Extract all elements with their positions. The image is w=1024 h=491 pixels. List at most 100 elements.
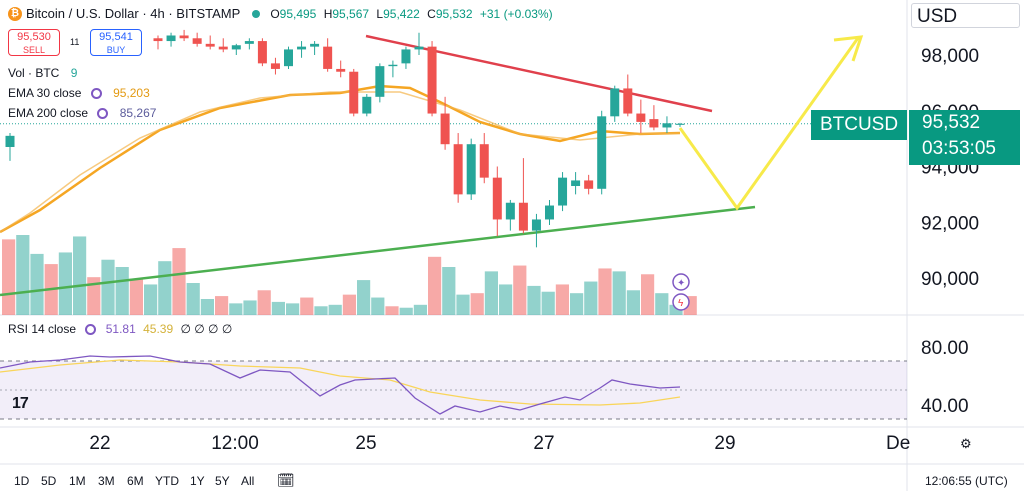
volume-bar	[186, 283, 200, 315]
volume-bar	[73, 236, 87, 315]
volume-bar	[314, 306, 328, 315]
symbol-price-label: BTCUSD	[811, 110, 907, 140]
time-axis-tick: 25	[355, 433, 376, 454]
bar-countdown: 03:53:05	[922, 138, 996, 159]
volume-bar	[541, 291, 555, 315]
ema200-legend[interactable]: EMA 200 close 85,267	[8, 106, 157, 120]
volume-bar	[598, 268, 612, 315]
buy-button[interactable]: 95,541 BUY	[90, 29, 142, 56]
candle-body	[610, 88, 620, 117]
volume-bar	[158, 261, 172, 315]
ema30-legend[interactable]: EMA 30 close 95,203	[8, 86, 150, 100]
market-status-icon	[252, 9, 261, 18]
spread-value: 11	[70, 37, 80, 47]
price-change: +31 (+0.03%)	[479, 6, 553, 21]
candle-body	[244, 41, 254, 44]
volume-bar	[527, 285, 541, 315]
volume-bar	[413, 304, 427, 315]
settings-gear-icon[interactable]: ⚙	[960, 436, 972, 451]
candle-body	[270, 63, 280, 69]
candle-body	[649, 119, 659, 128]
volume-bar	[257, 290, 271, 315]
volume-bar	[513, 265, 527, 315]
candle-body	[466, 144, 476, 195]
candle-body	[571, 180, 581, 187]
volume-bar	[456, 294, 470, 315]
calendar-icon[interactable]: 🗓	[277, 472, 295, 488]
symbol-title[interactable]: Bitcoin / U.S. Dollar · 4h · BITSTAMP	[26, 6, 241, 21]
tradingview-logo-icon: 17	[12, 395, 29, 412]
volume-bar	[669, 304, 683, 315]
currency-selector[interactable]: USD	[911, 3, 1020, 28]
timeframe-1d[interactable]: 1D	[14, 474, 30, 488]
candle-body	[284, 49, 293, 67]
volume-bar	[399, 307, 413, 315]
candle-body	[623, 88, 633, 114]
volume-bar	[612, 271, 626, 315]
time-axis-tick: 22	[89, 433, 110, 454]
candle-body	[166, 35, 176, 42]
candle-body	[636, 113, 646, 122]
candle-body	[662, 123, 672, 128]
volume-bar	[655, 293, 669, 315]
volume-bar	[499, 284, 513, 315]
candle-body	[375, 66, 385, 97]
candle-body	[362, 96, 372, 114]
candle-body	[427, 46, 437, 114]
price-axis-tick: 92,000	[921, 213, 979, 234]
sell-button[interactable]: 95,530 SELL	[8, 29, 60, 56]
candle-body	[401, 49, 411, 64]
lightning-icon	[672, 293, 690, 311]
projection-arrowhead	[833, 35, 864, 62]
volume-bar	[342, 294, 356, 315]
candle-body	[297, 46, 307, 50]
timeframe-ytd[interactable]: YTD	[155, 474, 179, 488]
time-axis-tick: 12:00	[211, 433, 259, 454]
candle-body	[440, 113, 450, 145]
chart-header: ₿ Bitcoin / U.S. Dollar · 4h · BITSTAMP …	[8, 6, 557, 21]
volume-bar	[243, 300, 257, 315]
volume-bar	[570, 293, 584, 315]
lightning-glyph: ϟ	[678, 298, 684, 309]
volume-indicator-legend[interactable]: Vol · BTC 9	[8, 66, 78, 80]
last-price-label: 95,532 03:53:05	[909, 110, 1020, 165]
volume-bar	[172, 248, 186, 315]
timeframe-3m[interactable]: 3M	[98, 474, 115, 488]
volume-bar	[555, 284, 569, 315]
candle-body	[479, 144, 489, 178]
volume-bar	[200, 299, 214, 315]
candle-body	[257, 41, 267, 64]
volume-bar	[385, 306, 399, 315]
volume-bar	[144, 284, 158, 315]
rsi-axis-tick: 80.00	[921, 338, 969, 359]
timeframe-1m[interactable]: 1M	[69, 474, 86, 488]
clock[interactable]: 12:06:55 (UTC)	[925, 474, 1008, 488]
rsi-pane	[0, 355, 907, 420]
timeframe-6m[interactable]: 6M	[127, 474, 144, 488]
timeframe-5d[interactable]: 5D	[41, 474, 57, 488]
time-axis-tick: 29	[714, 433, 735, 454]
rsi-axis-tick: 40.00	[921, 396, 969, 417]
rsi-legend[interactable]: RSI 14 close 51.81 45.39 ∅ ∅ ∅ ∅	[8, 322, 233, 336]
candle-body	[153, 38, 163, 42]
rsi-line	[0, 355, 681, 415]
volume-bar	[286, 303, 300, 315]
candle-body	[531, 219, 541, 231]
timeframe-5y[interactable]: 5Y	[215, 474, 230, 488]
candle-body	[453, 144, 463, 195]
projection-path	[678, 37, 860, 211]
volume-bar	[357, 280, 371, 315]
volume-bar	[58, 252, 72, 315]
ohlc-values: O95,495 H95,567 L95,422 C95,532 +31 (+0.…	[270, 6, 553, 21]
volume-bar	[470, 293, 484, 315]
timeframe-all[interactable]: All	[241, 474, 255, 488]
volume-bar	[328, 304, 342, 315]
candle-body	[597, 116, 607, 189]
candle-body	[414, 46, 424, 50]
candle-body	[492, 177, 502, 220]
candle-body	[558, 177, 568, 206]
timeframe-1y[interactable]: 1Y	[190, 474, 205, 488]
cycle-icon	[85, 324, 97, 335]
volume-bar	[2, 239, 16, 315]
